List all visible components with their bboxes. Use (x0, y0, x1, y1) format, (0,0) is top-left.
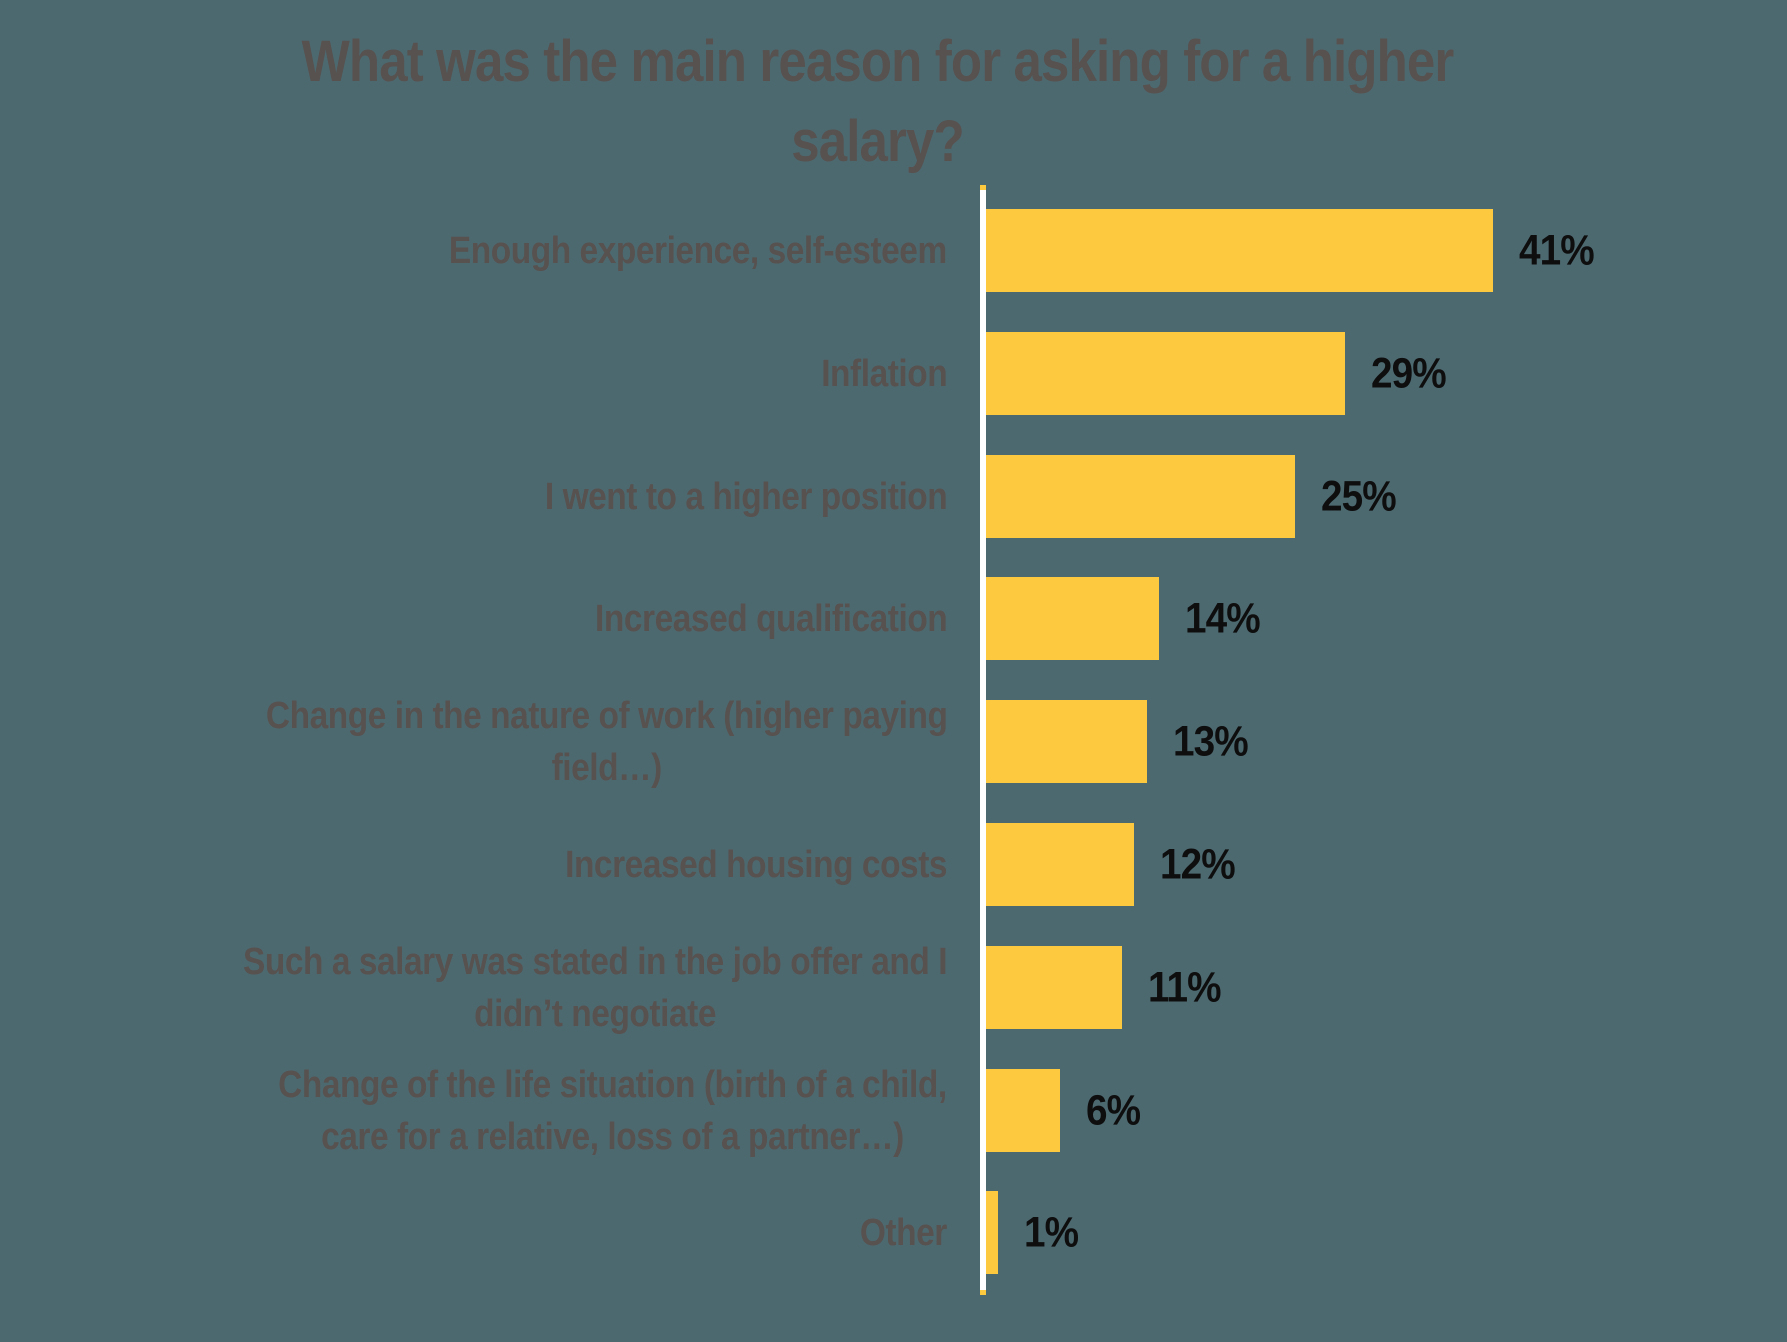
category-label: Other (860, 1211, 947, 1254)
category-label: Increased housing costs (565, 843, 947, 886)
value-label: 1% (1024, 1208, 1079, 1256)
bar (986, 209, 1493, 292)
chart-row: Other 1% (0, 1191, 1787, 1274)
value-label: 41% (1519, 226, 1595, 274)
category-label: Enough experience, self-esteem (449, 229, 947, 272)
chart-row: I went to a higher position 25% (0, 455, 1787, 538)
bar (986, 946, 1122, 1029)
value-label: 14% (1185, 594, 1261, 642)
chart-row: Such a salary was stated in the job offe… (0, 941, 1787, 1035)
category-label: Inflation (820, 352, 948, 395)
bar (986, 455, 1295, 538)
value-label: 6% (1086, 1086, 1141, 1134)
bar (986, 577, 1159, 660)
category-label: Change in the nature of work (higher pay… (265, 694, 947, 789)
chart-row: Increased qualification 14% (0, 577, 1787, 660)
category-label: Such a salary was stated in the job offe… (242, 940, 947, 1035)
category-label: I went to a higher position (544, 475, 948, 518)
chart-row: Change of the life situation (birth of a… (0, 1064, 1787, 1158)
chart-row: Inflation 29% (0, 332, 1787, 415)
value-label: 29% (1371, 349, 1447, 397)
chart-row: Change in the nature of work (higher pay… (0, 695, 1787, 789)
bar (986, 823, 1134, 906)
chart-title: What was the main reason for asking for … (301, 29, 1455, 174)
bar (986, 700, 1147, 783)
bar (986, 1069, 1060, 1152)
axis-baseline (980, 190, 986, 1290)
chart-row: Increased housing costs 12% (0, 823, 1787, 906)
value-label: 11% (1148, 963, 1222, 1011)
value-label: 12% (1160, 840, 1236, 888)
category-label: Increased qualification (594, 597, 948, 640)
value-label: 13% (1173, 717, 1249, 765)
category-label: Change of the life situation (birth of a… (278, 1063, 947, 1158)
bar (986, 1191, 998, 1274)
value-label: 25% (1321, 472, 1397, 520)
chart-row: Enough experience, self-esteem 41% (0, 209, 1787, 292)
bar (986, 332, 1345, 415)
